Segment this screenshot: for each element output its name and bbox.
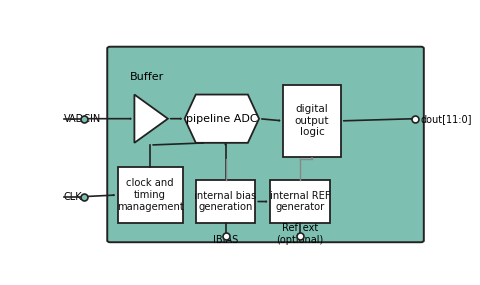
FancyBboxPatch shape <box>283 85 341 157</box>
Text: Ref_ext
(optional): Ref_ext (optional) <box>276 222 324 245</box>
FancyBboxPatch shape <box>107 47 424 242</box>
Text: internal bias
generation: internal bias generation <box>194 191 257 212</box>
Polygon shape <box>134 95 168 143</box>
Text: digital
output
logic: digital output logic <box>295 104 329 137</box>
Text: IBIAS: IBIAS <box>213 235 238 245</box>
Text: Buffer: Buffer <box>130 72 165 82</box>
Text: pipeline ADC: pipeline ADC <box>186 114 258 124</box>
FancyBboxPatch shape <box>270 180 330 223</box>
Polygon shape <box>185 95 259 143</box>
Text: VADCIN: VADCIN <box>64 114 101 124</box>
Text: clock and
timing
management: clock and timing management <box>117 178 183 211</box>
Text: dout[11:0]: dout[11:0] <box>421 114 472 124</box>
FancyBboxPatch shape <box>196 180 255 223</box>
Text: CLK: CLK <box>64 192 83 201</box>
FancyBboxPatch shape <box>118 167 183 223</box>
Text: internal REF
generator: internal REF generator <box>270 191 330 212</box>
